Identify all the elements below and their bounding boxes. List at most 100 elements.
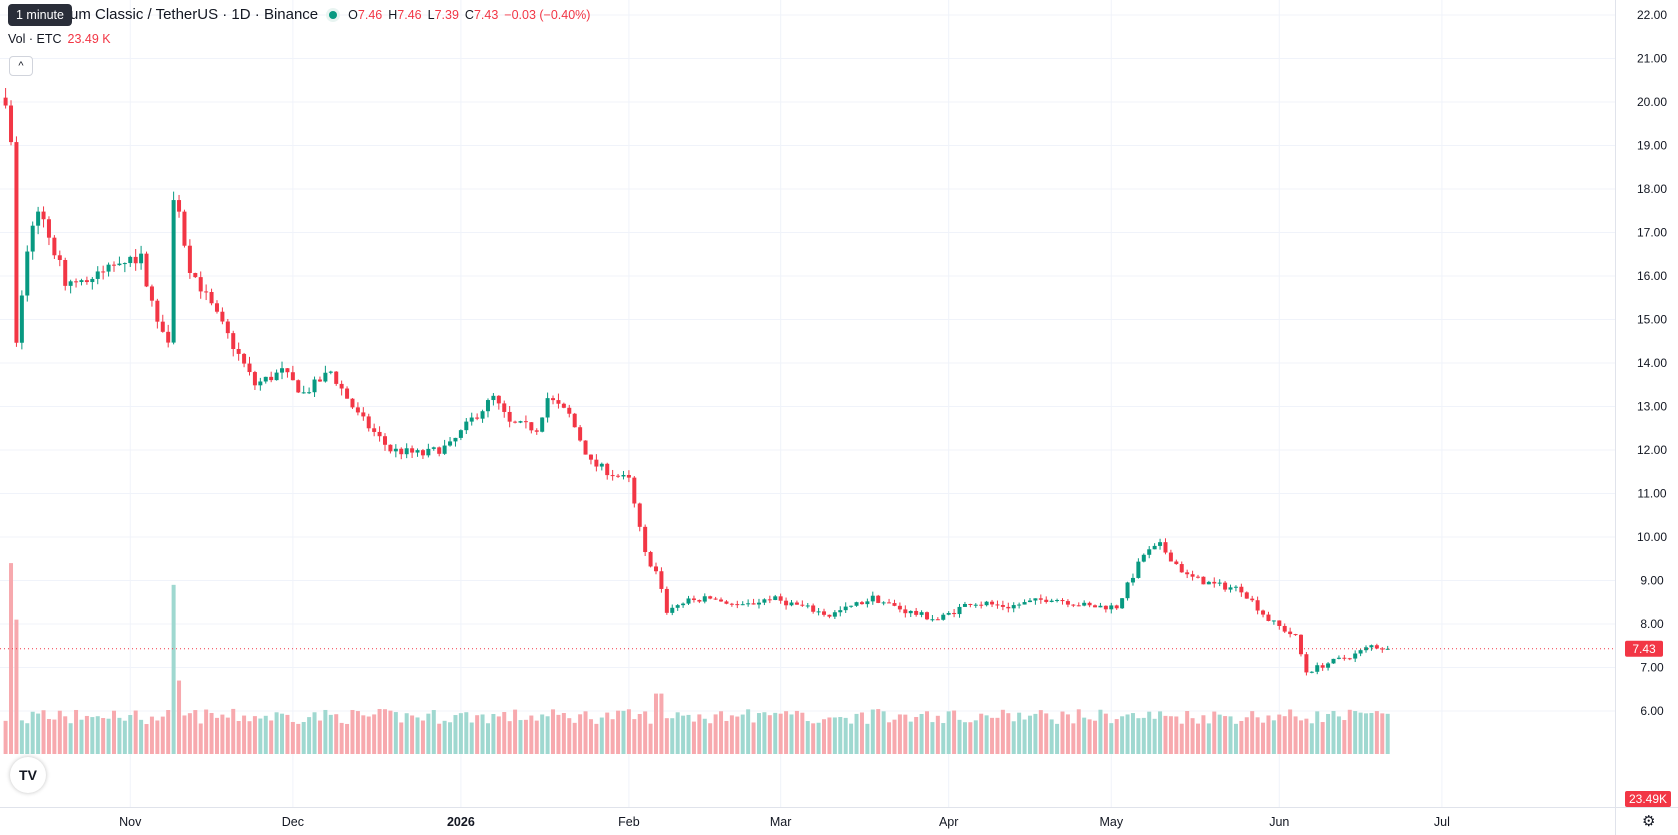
volume-bar [800, 712, 805, 754]
volume-bar [567, 718, 572, 754]
candle-body [1141, 554, 1146, 562]
volume-bar [209, 712, 214, 754]
market-status-icon[interactable] [326, 7, 341, 22]
volume-bar [838, 717, 843, 754]
price-tick-label: 7.00 [1640, 661, 1664, 675]
candle-body [583, 440, 588, 455]
volume-bar [160, 716, 165, 754]
volume-bar [778, 713, 783, 754]
candle-body [648, 552, 653, 567]
volume-bar [1282, 716, 1287, 754]
volume-bar [865, 723, 870, 754]
volume-bar [95, 716, 100, 754]
volume-bar [551, 709, 556, 754]
volume-bar [1114, 719, 1119, 754]
volume-bar [513, 709, 518, 754]
candle-body [941, 614, 946, 620]
volume-bar [1196, 723, 1200, 754]
volume-bar [724, 720, 729, 754]
candle-body [1174, 561, 1179, 565]
volume-bar [523, 719, 528, 754]
volume-bar [1190, 718, 1195, 754]
candle-body [1315, 665, 1320, 672]
tradingview-logo-icon[interactable]: TV [10, 757, 46, 793]
change-value: −0.03 (−0.40%) [504, 7, 591, 22]
candle-body [914, 610, 919, 615]
volume-bar [534, 720, 539, 754]
volume-bar [458, 713, 463, 754]
volume-bar [518, 720, 523, 754]
candle-body [729, 603, 734, 605]
candle-body [339, 383, 344, 389]
volume-bar [74, 709, 79, 754]
chart-grid [0, 0, 1615, 807]
candle-body [1353, 653, 1358, 659]
price-tick-label: 8.00 [1640, 617, 1664, 631]
candle-body [1071, 604, 1076, 606]
volume-bar [285, 714, 290, 754]
volume-bar [236, 721, 241, 754]
candle-body [285, 368, 290, 373]
candle-body [1342, 657, 1347, 659]
candle-body [426, 448, 431, 456]
volume-bar [572, 722, 577, 754]
volume-bar [713, 714, 718, 754]
candle-body [491, 395, 496, 401]
volume-bar [9, 563, 14, 754]
price-tick-label: 16.00 [1637, 269, 1667, 283]
candle-body [594, 459, 599, 467]
volume-bar [556, 714, 561, 754]
candle-body [740, 604, 745, 606]
gear-icon[interactable]: ⚙ [1642, 813, 1656, 830]
candle-body [767, 599, 772, 601]
candle-body [952, 612, 957, 615]
volume-bar [491, 714, 496, 754]
volume-bar [1266, 715, 1271, 754]
volume-bar [881, 711, 886, 754]
candle-body [1147, 549, 1152, 555]
last-volume-badge [1625, 791, 1671, 807]
candle-body [95, 271, 100, 279]
candle-body [561, 403, 566, 408]
volume-bar [1065, 714, 1070, 754]
candle-body [393, 448, 398, 452]
candle-body [529, 422, 534, 431]
volume-value: 23.49 K [67, 32, 111, 46]
candle-body [843, 606, 848, 611]
candle-body [84, 280, 89, 283]
low-value: 7.39 [434, 7, 459, 22]
volume-bar [1179, 723, 1184, 754]
time-tick-label: Feb [618, 815, 640, 829]
candle-body [1228, 587, 1233, 590]
volume-bar [1185, 710, 1190, 754]
candle-body [133, 256, 138, 264]
volume-bar [1374, 711, 1379, 754]
candle-body [464, 421, 469, 431]
candle-body [475, 417, 480, 419]
volume-bar [301, 722, 306, 754]
volume-bar [870, 709, 875, 754]
volume-bar [388, 710, 393, 754]
candle-body [345, 388, 350, 399]
candle-body [892, 603, 897, 606]
volume-bar [1168, 716, 1173, 754]
last-price-value: 7.43 [1632, 642, 1656, 656]
candle-body [567, 407, 572, 414]
time-tick-label: Nov [119, 815, 142, 829]
candle-body [1103, 605, 1108, 610]
collapse-legend-button[interactable]: ^ [9, 56, 33, 76]
candle-body [1011, 605, 1016, 609]
volume-bar [198, 723, 203, 754]
candle-body [301, 392, 306, 394]
close-label: C [464, 7, 474, 22]
candle-body [361, 412, 366, 417]
volume-bar [280, 713, 285, 754]
candle-body [502, 403, 507, 412]
candle-body [751, 603, 756, 605]
symbol-title[interactable]: um Classic / TetherUS · 1D · Binance [70, 6, 319, 23]
candle-body [811, 605, 816, 612]
volume-bar [1141, 717, 1146, 754]
volume-bar [686, 714, 691, 754]
volume-bar [1380, 713, 1385, 754]
